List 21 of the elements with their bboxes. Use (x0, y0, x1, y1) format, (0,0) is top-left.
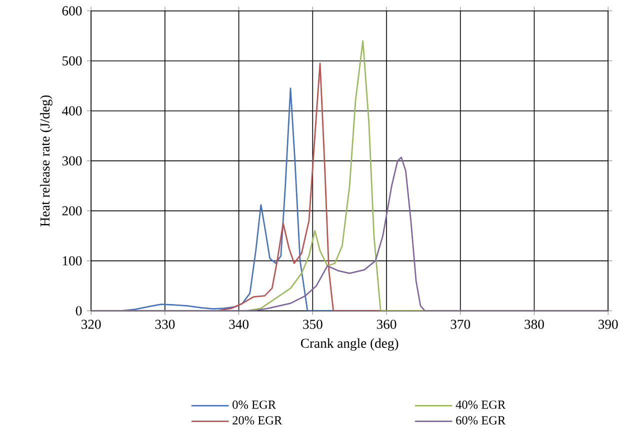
y-tick-label: 0 (76, 306, 82, 316)
x-tick-label: 350 (303, 320, 322, 330)
x-axis-title: Crank angle (deg) (300, 338, 398, 351)
legend-label: 0% EGR (232, 400, 276, 409)
y-tick-label: 600 (62, 6, 82, 16)
y-axis-title: Heat release rate (J/deg) (40, 96, 52, 227)
y-tick-label: 400 (62, 106, 82, 116)
x-tick-label: 380 (524, 320, 544, 330)
legend-label: 20% EGR (232, 416, 282, 425)
x-tick-label: 370 (450, 320, 470, 330)
y-tick-label: 300 (62, 156, 82, 166)
x-tick-label: 340 (229, 320, 249, 330)
legend-label: 60% EGR (456, 416, 506, 425)
legend-label: 40% EGR (456, 400, 506, 409)
y-tick-label: 200 (62, 206, 82, 216)
x-tick-label: 390 (598, 320, 618, 330)
x-tick-label: 320 (82, 320, 101, 330)
y-tick-label: 100 (62, 256, 82, 266)
x-tick-label: 360 (376, 320, 396, 330)
y-tick-label: 500 (62, 56, 82, 66)
x-tick-label: 330 (155, 320, 175, 330)
